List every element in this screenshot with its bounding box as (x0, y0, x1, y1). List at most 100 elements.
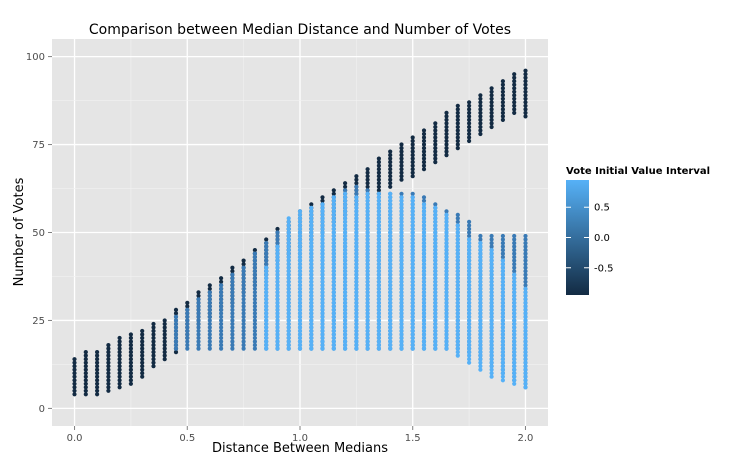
data-point (399, 290, 404, 295)
data-point (252, 346, 257, 351)
data-point (343, 237, 348, 242)
data-point (320, 300, 325, 305)
data-point (185, 304, 190, 309)
data-point (354, 283, 359, 288)
data-point (320, 219, 325, 224)
data-point (162, 321, 167, 327)
data-point (196, 339, 201, 344)
data-point (467, 360, 472, 365)
data-point (388, 163, 393, 168)
data-point (331, 258, 336, 263)
data-point (264, 255, 269, 260)
data-point (376, 286, 381, 291)
data-point (320, 258, 325, 263)
data-point (376, 163, 381, 168)
data-point (106, 346, 111, 351)
data-point (478, 265, 483, 270)
data-point (173, 335, 179, 341)
data-point (320, 251, 325, 256)
data-point (455, 325, 460, 330)
data-point (72, 364, 77, 369)
data-point (343, 293, 348, 298)
data-point (512, 311, 517, 316)
data-point (343, 328, 348, 334)
data-point (365, 307, 370, 312)
data-point (399, 241, 404, 246)
data-point (512, 75, 517, 80)
data-point (433, 332, 438, 337)
data-point (275, 325, 280, 330)
data-point (399, 318, 404, 323)
data-point (365, 212, 370, 217)
data-point (376, 339, 381, 344)
data-point (106, 367, 111, 372)
data-point (388, 297, 393, 302)
data-point (388, 283, 393, 288)
data-point (376, 346, 381, 351)
legend: Vote Initial Value Interval 0.5 0.0 -0.5 (566, 166, 710, 295)
data-point (117, 343, 122, 348)
data-point (444, 255, 449, 260)
data-point (455, 131, 460, 137)
data-point (241, 272, 246, 277)
data-point (410, 167, 415, 172)
data-point (331, 290, 336, 295)
data-point (399, 233, 404, 239)
data-point (523, 68, 528, 73)
data-point (297, 297, 303, 302)
data-point (489, 360, 494, 365)
data-point (455, 216, 460, 221)
legend-title: Vote Initial Value Interval (566, 166, 710, 177)
data-point (433, 131, 438, 137)
data-point (286, 237, 291, 242)
data-point (252, 251, 257, 256)
data-point (252, 311, 257, 316)
data-point (365, 233, 370, 239)
data-point (365, 237, 370, 242)
data-point (388, 276, 393, 281)
data-point (320, 212, 325, 217)
data-point (286, 321, 291, 327)
data-point (399, 170, 404, 175)
data-point (523, 378, 528, 383)
data-point (444, 110, 449, 115)
data-point (331, 300, 336, 305)
data-point (410, 149, 415, 154)
data-point (433, 230, 438, 235)
data-point (207, 307, 212, 312)
data-point (489, 321, 494, 327)
data-point (410, 198, 415, 203)
data-point (297, 290, 303, 295)
data-point (376, 167, 381, 172)
data-point (354, 219, 359, 224)
data-point (331, 279, 336, 284)
data-point (286, 276, 291, 281)
data-point (162, 346, 167, 351)
data-point (500, 374, 505, 379)
data-point (467, 311, 472, 316)
data-point (433, 265, 438, 270)
data-point (83, 378, 88, 383)
data-point (354, 279, 359, 284)
data-point (83, 367, 88, 372)
data-point (478, 107, 483, 112)
data-point (410, 216, 415, 221)
data-point (297, 272, 303, 277)
data-point (399, 332, 404, 337)
data-point (489, 353, 494, 358)
data-point (207, 297, 212, 302)
data-point (512, 321, 517, 327)
data-point (523, 110, 528, 115)
data-point (478, 262, 483, 267)
data-point (376, 226, 381, 232)
data-point (433, 223, 438, 228)
data-point (230, 314, 235, 319)
y-axis-ticks: 0 25 50 75 100 (26, 52, 52, 415)
data-point (489, 117, 494, 122)
data-point (162, 357, 167, 362)
data-point (489, 314, 494, 319)
data-point (354, 346, 359, 351)
data-point (444, 153, 449, 158)
data-point (331, 219, 336, 224)
data-point (433, 146, 438, 151)
